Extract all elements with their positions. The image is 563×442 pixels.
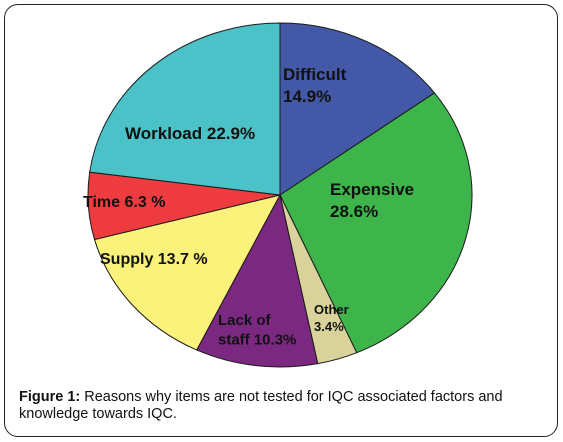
pie-slice-expensive (279, 92, 473, 354)
slice-label-lack-of-staff: Lack of staff 10.3% (218, 312, 296, 349)
pie-chart: Difficult 14.9% Expensive 28.6% Other 3.4% Lac… (83, 22, 473, 368)
slice-label-difficult: Difficult 14.9% (283, 65, 347, 106)
slice-label-workload: Workload 22.9% (125, 124, 255, 143)
slice-label-other: Other 3.4% (314, 302, 349, 334)
slice-label-time: Time 6.3 % (83, 194, 165, 211)
figure-frame: Difficult 14.9% Expensive 28.6% Other 3.4% Lac… (4, 4, 558, 437)
figure-caption: Figure 1: Reasons why items are not test… (19, 389, 554, 423)
pie-slice-supply (93, 194, 281, 351)
pie-slice-workload (89, 22, 281, 196)
caption-label: Figure 1: (19, 389, 81, 405)
pie-slice-difficult (279, 22, 436, 196)
slice-label-supply: Supply 13.7 % (100, 251, 208, 268)
pie-slice-lack-of-staff (195, 193, 319, 368)
caption-text: Reasons why items are not tested for IQC… (19, 389, 503, 422)
slice-label-expensive: Expensive 28.6% (330, 180, 414, 221)
